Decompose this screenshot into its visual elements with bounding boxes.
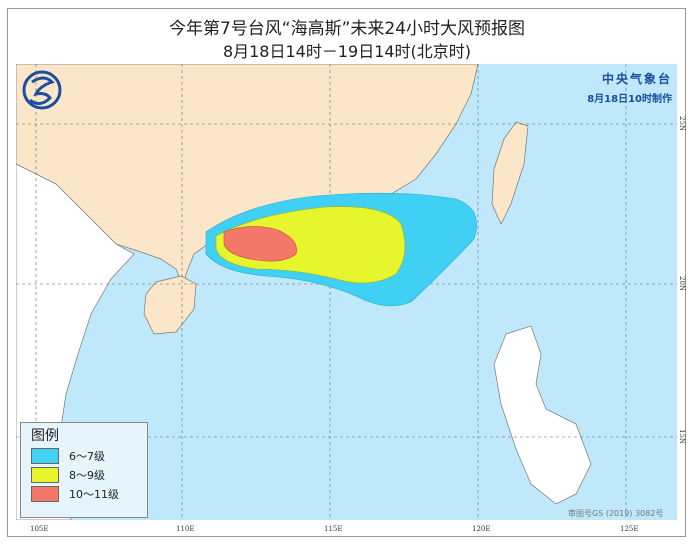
map-subtitle: 8月18日14时－19日14时(北京时) (222, 42, 472, 61)
lon-tick: 105E (30, 525, 49, 533)
map-title: 今年第7号台风“海高斯”未来24小时大风预报图 (168, 19, 526, 39)
legend-label: 8～9级 (69, 469, 105, 482)
lon-tick: 110E (176, 525, 195, 533)
map-approval-number: 审图号GS (2019) 3082号 (568, 509, 664, 518)
map-frame (7, 8, 686, 537)
cma-logo (22, 70, 62, 110)
issue-time: 8月18日10时制作 (587, 94, 672, 105)
lon-tick: 125E (620, 525, 639, 533)
legend: 图例 6～7级 8～9级 10～11级 (20, 422, 148, 518)
legend-label: 6～7级 (69, 450, 105, 463)
legend-item: 8～9级 (31, 467, 147, 483)
legend-label: 10～11级 (69, 488, 119, 501)
legend-item: 10～11级 (31, 486, 147, 502)
luzon-island (493, 325, 592, 505)
lon-tick: 120E (472, 525, 491, 533)
legend-swatch (31, 467, 59, 483)
wind-zone-8-9 (215, 206, 406, 284)
taiwan-island (491, 121, 529, 225)
lat-tick: 20N (678, 276, 686, 292)
legend-swatch (31, 486, 59, 502)
agency-block: 中央气象台 8月18日10时制作 (587, 70, 672, 105)
legend-title: 图例 (31, 428, 59, 444)
legend-item: 6～7级 (31, 448, 147, 464)
legend-swatch (31, 448, 59, 464)
lat-tick: 15N (678, 429, 686, 445)
agency-name: 中央气象台 (601, 72, 672, 86)
lat-tick: 25N (678, 116, 686, 132)
hainan-island (143, 275, 197, 335)
wind-zone-10-11 (223, 226, 297, 262)
lon-tick: 115E (324, 525, 343, 533)
